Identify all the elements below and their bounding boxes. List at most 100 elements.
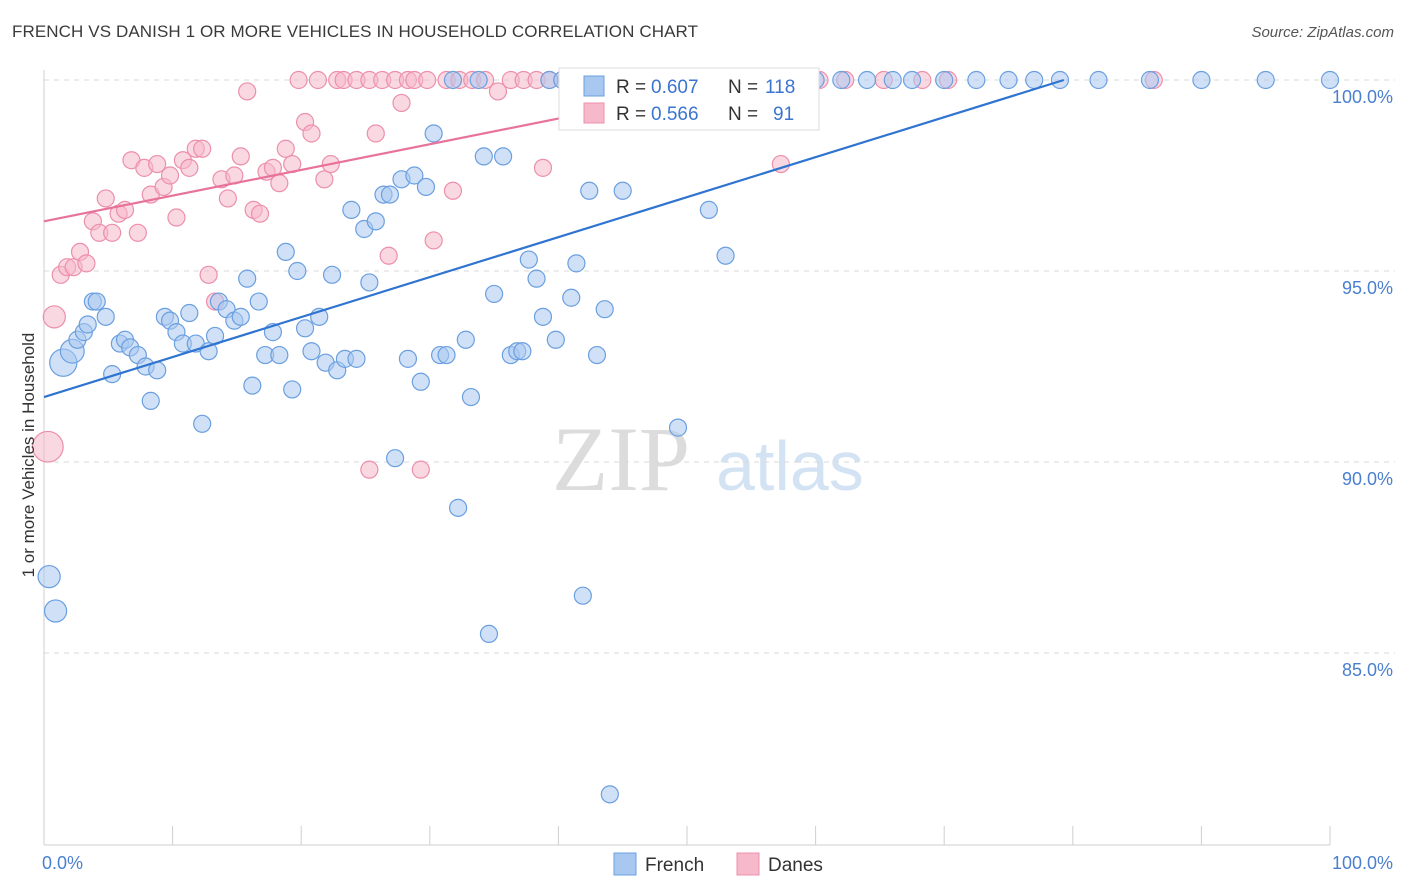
watermark-zip: ZIP — [552, 408, 690, 510]
danes-point — [392, 93, 411, 113]
french-point — [96, 307, 115, 326]
french-point — [231, 307, 250, 326]
french-point — [180, 303, 199, 323]
french-point — [461, 387, 481, 407]
french-point — [249, 292, 268, 311]
french-point — [87, 292, 106, 311]
french-point — [360, 273, 379, 292]
french-point — [456, 330, 475, 349]
french-point — [270, 345, 289, 365]
french-point — [469, 70, 488, 90]
bottom-legend-swatch-french — [613, 852, 637, 876]
y-tick-label: 95.0% — [1342, 278, 1393, 298]
danes-point — [533, 158, 553, 177]
french-point — [405, 166, 424, 185]
french-point — [443, 70, 463, 90]
bottom-legend-french: French — [645, 855, 704, 876]
french-point — [1089, 70, 1108, 90]
legend-danes-n-label: N = — [728, 104, 758, 125]
french-point — [424, 124, 443, 143]
french-point — [513, 342, 532, 361]
danes-point — [167, 208, 186, 227]
french-point — [474, 147, 493, 166]
danes-point — [411, 460, 430, 479]
french-point — [595, 300, 614, 319]
french-point — [366, 212, 385, 231]
french-point — [448, 498, 468, 517]
french-point — [716, 246, 735, 265]
french-point — [857, 70, 877, 90]
french-point — [380, 185, 400, 204]
french-point — [238, 269, 257, 288]
danes-point — [193, 139, 212, 158]
legend-danes-r-label: R = — [616, 104, 646, 125]
danes-point — [199, 265, 218, 284]
danes-point — [31, 430, 64, 463]
french-point — [437, 345, 456, 365]
french-point — [967, 70, 986, 90]
danes-point — [488, 82, 508, 101]
french-point — [902, 70, 922, 90]
danes-point — [180, 158, 199, 177]
french-point — [342, 200, 361, 219]
danes-point — [160, 166, 180, 185]
french-trend-line — [43, 78, 1065, 399]
french-point — [1025, 70, 1044, 90]
axes: 85.0% 90.0% 95.0% 100.0% 0.0% 100.0% — [42, 70, 1393, 873]
french-point — [1320, 70, 1340, 90]
legend-french-r-label: R = — [616, 77, 646, 98]
danes-point — [308, 70, 328, 90]
french-point — [580, 181, 599, 200]
danes-point — [103, 223, 122, 242]
danes-point — [42, 305, 66, 329]
grid — [44, 79, 1395, 654]
french-point — [288, 261, 307, 281]
legend-french-n-label: N = — [728, 77, 758, 98]
danes-point — [379, 246, 398, 265]
danes-point — [96, 189, 115, 208]
french-point — [587, 345, 607, 365]
french-point — [479, 624, 499, 644]
trend-lines — [43, 78, 1065, 399]
danes-point — [443, 181, 463, 200]
danes-point — [276, 139, 295, 158]
danes-point — [148, 154, 167, 174]
bottom-legend-danes: Danes — [768, 855, 823, 876]
bottom-legend-swatch-danes — [736, 852, 760, 876]
french-point — [567, 254, 586, 273]
danes-point — [424, 231, 443, 250]
french-point — [485, 284, 504, 304]
french-point — [302, 342, 321, 361]
french-point — [699, 200, 718, 219]
french-point — [347, 349, 366, 368]
french-point — [494, 147, 513, 166]
danes-point — [270, 174, 289, 193]
french-point — [243, 376, 262, 395]
french-point — [832, 70, 851, 90]
french-point — [573, 586, 592, 605]
danes-point — [289, 70, 308, 90]
top-legend: R = 0.607 N = 118 R = 0.566 N = 91 — [558, 67, 820, 131]
danes-point — [218, 189, 237, 208]
french-point — [533, 307, 553, 326]
danes-point — [315, 170, 334, 189]
watermark: ZIP atlas — [552, 408, 864, 510]
french-point — [562, 288, 581, 307]
french-point — [283, 380, 302, 399]
danes-point — [231, 147, 250, 166]
legend-danes-r-value: 0.566 — [651, 104, 699, 125]
danes-point — [128, 223, 147, 242]
source-label: Source: ZipAtlas.com — [1251, 24, 1394, 41]
french-point — [78, 315, 97, 334]
french-point — [295, 319, 315, 338]
french-point — [411, 372, 430, 391]
y-tick-label: 85.0% — [1342, 660, 1393, 680]
danes-point — [360, 460, 379, 479]
y-tick-label: 100.0% — [1332, 87, 1393, 107]
french-point — [1256, 70, 1275, 90]
french-point — [416, 177, 436, 197]
watermark-atlas: atlas — [716, 427, 864, 505]
french-point — [141, 391, 160, 410]
chart-title: FRENCH VS DANISH 1 OR MORE VEHICLES IN H… — [12, 22, 699, 41]
